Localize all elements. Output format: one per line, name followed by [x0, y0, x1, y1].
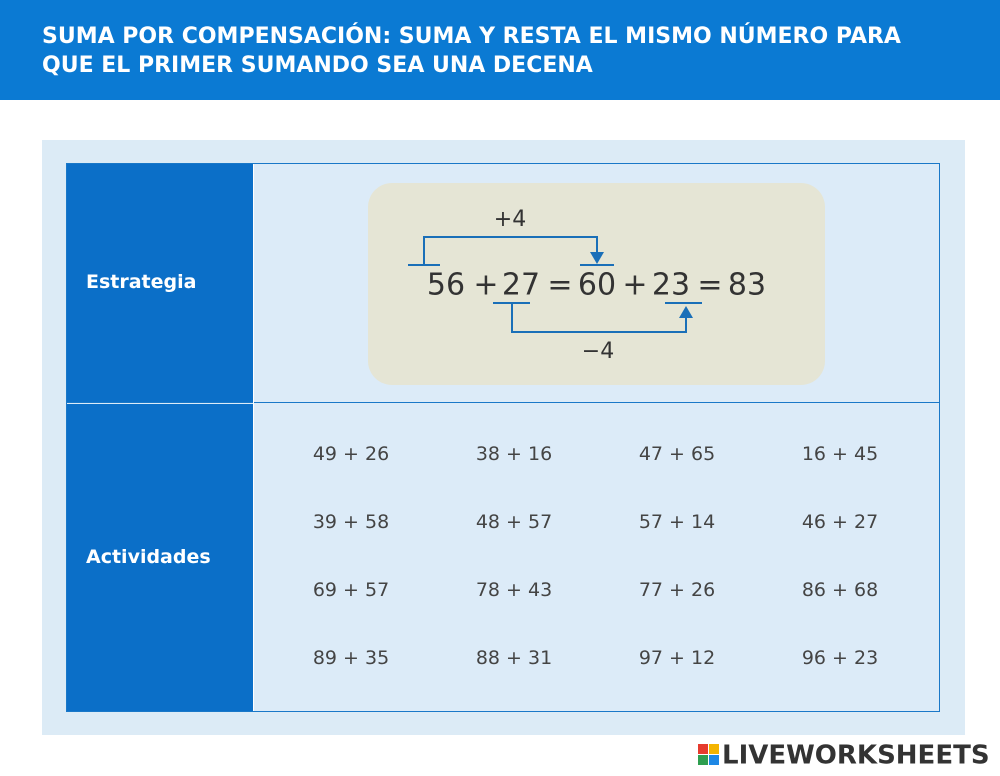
divider — [253, 164, 254, 711]
header: SUMA POR COMPENSACIÓN: SUMA Y RESTA EL M… — [0, 0, 1000, 100]
title-line: QUE EL PRIMER SUMANDO SEA UNA DECENA — [42, 53, 593, 78]
equation-term: 27 — [502, 268, 540, 303]
arrowhead — [679, 306, 693, 318]
activity: 88 + 31 — [475, 647, 553, 669]
activity: 69 + 57 — [312, 579, 390, 601]
logo: LIVEWORKSHEETS — [722, 741, 990, 771]
title-line: SUMA POR COMPENSACIÓN: SUMA Y RESTA EL M… — [42, 24, 901, 49]
arrowhead — [590, 252, 604, 264]
equation-term: = — [697, 268, 722, 303]
row-header: Actividades — [67, 404, 253, 711]
subtract-note: −4 — [582, 339, 614, 364]
row-label: Actividades — [86, 546, 211, 568]
equation-term: + — [622, 268, 647, 303]
equation-term: 83 — [728, 268, 766, 303]
activity: 57 + 14 — [638, 511, 716, 533]
add-arrow — [408, 236, 614, 266]
activity: 96 + 23 — [801, 647, 879, 669]
equation-term: 60 — [578, 268, 616, 303]
activity: 89 + 35 — [312, 647, 390, 669]
equation-term: + — [473, 268, 498, 303]
activity: 77 + 26 — [638, 579, 716, 601]
activity: 48 + 57 — [475, 511, 553, 533]
activity: 38 + 16 — [475, 443, 553, 465]
activity: 16 + 45 — [801, 443, 879, 465]
equation-term: = — [547, 268, 572, 303]
activity: 46 + 27 — [801, 511, 879, 533]
row-label: Estrategia — [86, 271, 197, 293]
equation-term: 56 — [427, 268, 465, 303]
activity: 47 + 65 — [638, 443, 716, 465]
activity: 78 + 43 — [475, 579, 553, 601]
activity: 39 + 58 — [312, 511, 390, 533]
arrows — [408, 236, 702, 333]
divider — [67, 402, 939, 403]
activity: 49 + 26 — [312, 443, 390, 465]
subtract-arrow — [493, 302, 702, 333]
strategy-box — [368, 183, 825, 385]
equation-term: 23 — [652, 268, 690, 303]
row-header: Estrategia — [67, 164, 253, 403]
activity: 97 + 12 — [638, 647, 716, 669]
logo-icon — [698, 744, 719, 765]
activity: 86 + 68 — [801, 579, 879, 601]
add-note: +4 — [494, 207, 526, 232]
